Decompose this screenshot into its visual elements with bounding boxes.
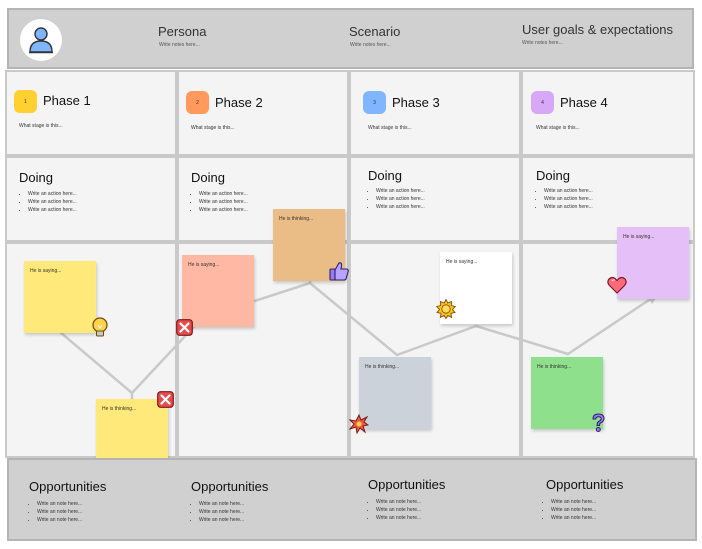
header-band: Persona Write notes here... Scenario Wri… bbox=[7, 8, 694, 69]
avatar-icon bbox=[29, 27, 53, 54]
doing-list-3[interactable]: Write an action here... Write an action … bbox=[367, 187, 425, 211]
phase-badge-4: 4 bbox=[531, 91, 554, 114]
list-item: Write an action here... bbox=[28, 198, 77, 206]
sun-icon[interactable] bbox=[436, 299, 456, 319]
list-item: Write an action here... bbox=[544, 203, 593, 211]
doing-title-1: Doing bbox=[19, 170, 53, 185]
sticky-note[interactable]: He is saying... bbox=[617, 227, 689, 299]
explosion-icon[interactable] bbox=[349, 414, 369, 434]
doing-cell-1 bbox=[5, 156, 177, 242]
opportunities-list-2[interactable]: Write an note here... Write an note here… bbox=[190, 500, 244, 524]
doing-title-4: Doing bbox=[536, 168, 570, 183]
list-item: Write an action here... bbox=[199, 198, 248, 206]
sticky-note[interactable]: He is thinking... bbox=[531, 357, 603, 429]
thumbs-up-icon[interactable] bbox=[329, 261, 350, 281]
list-item: Write an note here... bbox=[551, 514, 596, 522]
list-item: Write an note here... bbox=[37, 516, 82, 524]
phase-badge-3: 3 bbox=[363, 91, 386, 114]
doing-cell-3 bbox=[349, 156, 521, 242]
opportunities-list-1[interactable]: Write an note here... Write an note here… bbox=[28, 500, 82, 524]
scenario-title: Scenario bbox=[349, 24, 401, 39]
connector-6 bbox=[395, 324, 570, 357]
opportunities-title-2: Opportunities bbox=[191, 479, 269, 494]
avatar[interactable] bbox=[20, 19, 62, 61]
phase-note-3[interactable]: What stage is this... bbox=[368, 125, 412, 131]
phase-title-1: Phase 1 bbox=[43, 93, 91, 108]
opportunities-band bbox=[7, 458, 697, 541]
phase-note-4[interactable]: What stage is this... bbox=[536, 125, 580, 131]
list-item: Write an action here... bbox=[544, 195, 593, 203]
opportunities-title-4: Opportunities bbox=[546, 477, 624, 492]
phase-badge-1: 1 bbox=[14, 90, 37, 113]
list-item: Write an action here... bbox=[199, 206, 248, 214]
list-item: Write an note here... bbox=[376, 514, 421, 522]
doing-list-2[interactable]: Write an action here... Write an action … bbox=[190, 190, 248, 214]
connector-5 bbox=[308, 281, 399, 357]
list-item: Write an action here... bbox=[28, 206, 77, 214]
phase-title-2: Phase 2 bbox=[215, 95, 263, 110]
phase-title-3: Phase 3 bbox=[392, 95, 440, 110]
opportunities-title-3: Opportunities bbox=[368, 477, 446, 492]
list-item: Write an note here... bbox=[376, 506, 421, 514]
list-item: Write an action here... bbox=[376, 187, 425, 195]
persona-note[interactable]: Write notes here... bbox=[159, 42, 200, 48]
sticky-note[interactable]: He is saying... bbox=[182, 255, 254, 327]
scenario-note[interactable]: Write notes here... bbox=[350, 42, 391, 48]
phase-cell-1 bbox=[5, 70, 177, 156]
sticky-note[interactable]: He is thinking... bbox=[359, 357, 431, 429]
persona-title: Persona bbox=[158, 24, 207, 39]
x-mark-icon[interactable] bbox=[157, 391, 174, 408]
heart-icon[interactable] bbox=[607, 276, 627, 294]
connector-7 bbox=[566, 296, 654, 356]
goals-note[interactable]: Write notes here... bbox=[522, 40, 563, 46]
doing-title-2: Doing bbox=[191, 170, 225, 185]
list-item: Write an note here... bbox=[37, 508, 82, 516]
opportunities-list-4[interactable]: Write an note here... Write an note here… bbox=[542, 498, 596, 522]
list-item: Write an action here... bbox=[199, 190, 248, 198]
list-item: Write an note here... bbox=[199, 508, 244, 516]
x-mark-icon[interactable] bbox=[176, 319, 193, 336]
list-item: Write an action here... bbox=[28, 190, 77, 198]
list-item: Write an action here... bbox=[544, 187, 593, 195]
lightbulb-icon[interactable] bbox=[91, 317, 109, 339]
doing-list-1[interactable]: Write an action here... Write an action … bbox=[19, 190, 77, 214]
phase-note-1[interactable]: What stage is this... bbox=[19, 123, 63, 129]
list-item: Write an action here... bbox=[376, 195, 425, 203]
list-item: Write an note here... bbox=[199, 500, 244, 508]
phase-title-4: Phase 4 bbox=[560, 95, 608, 110]
list-item: Write an note here... bbox=[376, 498, 421, 506]
goals-title: User goals & expectations bbox=[522, 22, 674, 37]
opportunities-title-1: Opportunities bbox=[29, 479, 107, 494]
doing-list-4[interactable]: Write an action here... Write an action … bbox=[535, 187, 593, 211]
list-item: Write an action here... bbox=[376, 203, 425, 211]
list-item: Write an note here... bbox=[199, 516, 244, 524]
list-item: Write an note here... bbox=[551, 506, 596, 514]
opportunities-list-3[interactable]: Write an note here... Write an note here… bbox=[367, 498, 421, 522]
phase-note-2[interactable]: What stage is this... bbox=[191, 125, 235, 131]
question-icon[interactable] bbox=[590, 413, 607, 433]
list-item: Write an note here... bbox=[37, 500, 82, 508]
list-item: Write an note here... bbox=[551, 498, 596, 506]
sticky-note[interactable]: He is saying... bbox=[24, 261, 96, 333]
phase-badge-2: 2 bbox=[186, 91, 209, 114]
doing-title-3: Doing bbox=[368, 168, 402, 183]
